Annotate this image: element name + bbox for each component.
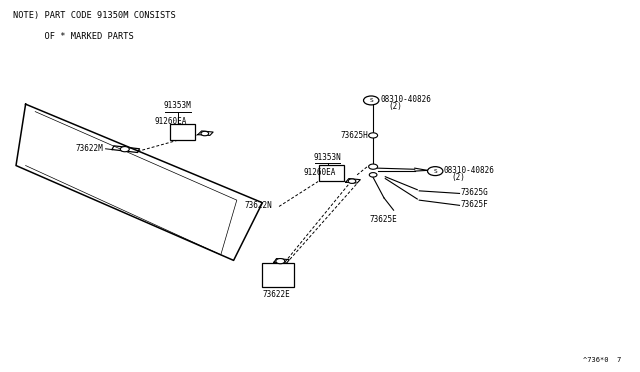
Text: 73622M: 73622M	[76, 144, 103, 153]
Text: 73625G: 73625G	[461, 188, 488, 197]
Circle shape	[276, 259, 285, 264]
Text: 73622E: 73622E	[262, 291, 290, 299]
Text: 91260EA: 91260EA	[303, 168, 336, 177]
Text: 91353M: 91353M	[163, 102, 191, 110]
Text: 08310-40826: 08310-40826	[444, 166, 494, 174]
Text: S: S	[369, 98, 373, 103]
Text: 91260EA: 91260EA	[155, 117, 188, 126]
Circle shape	[120, 147, 129, 152]
Text: 08310-40826: 08310-40826	[380, 95, 431, 104]
Text: 73622N: 73622N	[244, 201, 272, 210]
Text: 91353N: 91353N	[314, 153, 341, 162]
Text: S: S	[433, 169, 437, 174]
Text: 73625E: 73625E	[370, 215, 397, 224]
Text: (2): (2)	[452, 173, 466, 182]
Bar	[319, 164, 344, 181]
Circle shape	[428, 167, 443, 176]
Text: (2): (2)	[388, 102, 403, 111]
Text: 73625F: 73625F	[461, 200, 488, 209]
Circle shape	[369, 173, 377, 177]
Bar	[170, 124, 195, 140]
Circle shape	[369, 133, 378, 138]
Circle shape	[369, 164, 378, 169]
Text: 73625H: 73625H	[340, 131, 368, 140]
Text: ^736*0  7: ^736*0 7	[582, 357, 621, 363]
Text: OF * MARKED PARTS: OF * MARKED PARTS	[13, 32, 134, 41]
Text: NOTE) PART CODE 91350M CONSISTS: NOTE) PART CODE 91350M CONSISTS	[13, 11, 175, 20]
Circle shape	[201, 131, 209, 136]
Circle shape	[348, 179, 356, 183]
Bar	[262, 263, 294, 287]
Circle shape	[364, 96, 379, 105]
